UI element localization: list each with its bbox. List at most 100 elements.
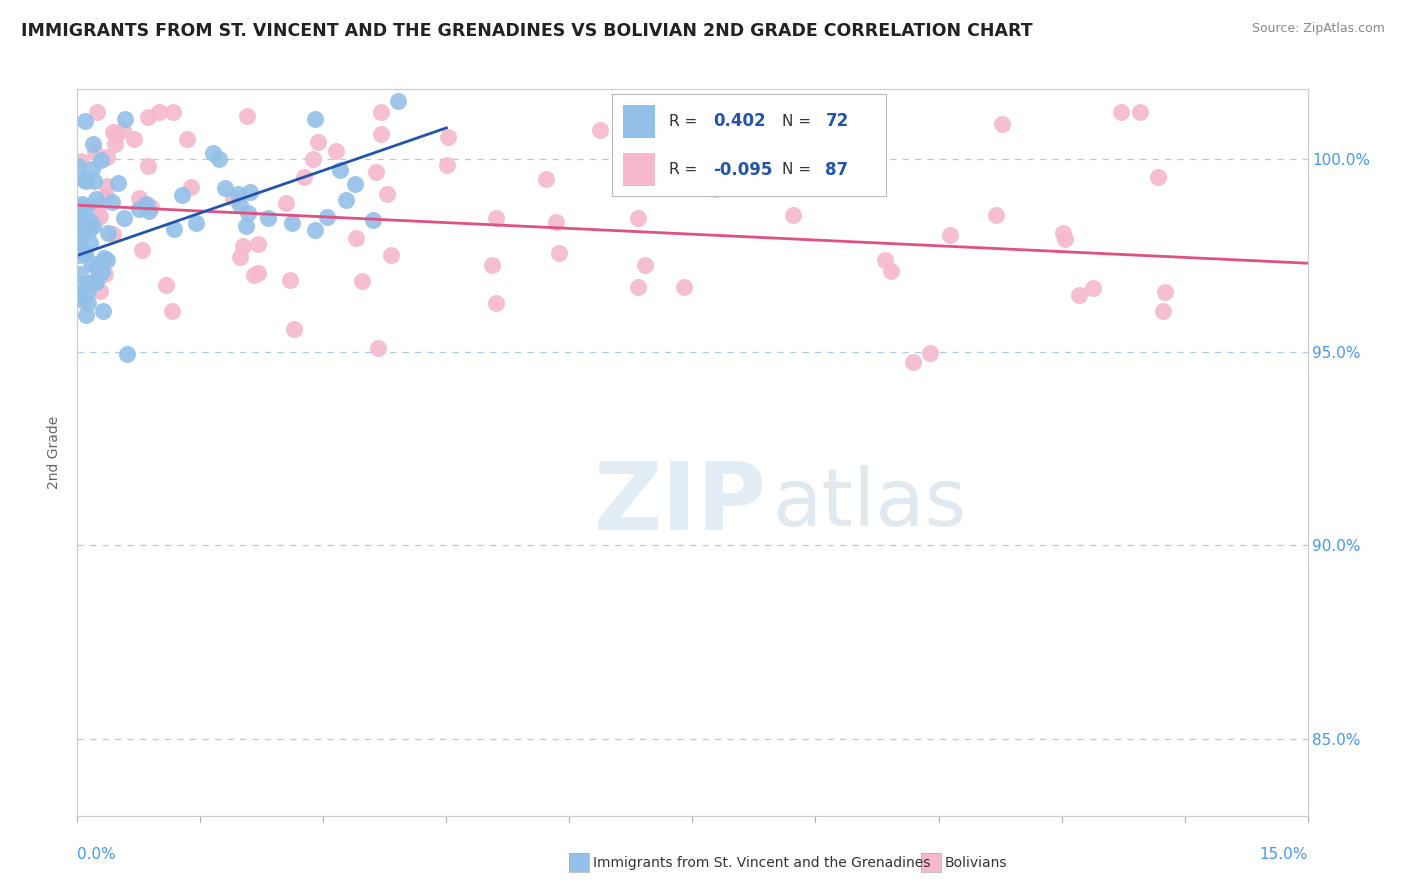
- Point: [370, 105, 392, 120]
- Text: N =: N =: [782, 114, 815, 128]
- Point: [67, 205, 90, 219]
- Point: [77, 284, 100, 298]
- Point: [316, 210, 339, 224]
- Point: [1147, 170, 1170, 185]
- Point: [1053, 232, 1076, 246]
- Point: [329, 163, 352, 178]
- Point: [80, 256, 103, 270]
- Point: [101, 125, 124, 139]
- Point: [77, 296, 100, 310]
- Point: [276, 195, 298, 210]
- Point: [75, 308, 97, 322]
- Text: Immigrants from St. Vincent and the Grenadines: Immigrants from St. Vincent and the Gren…: [593, 855, 931, 870]
- Point: [589, 123, 612, 137]
- Point: [485, 295, 508, 310]
- Point: [72, 219, 94, 234]
- Point: [77, 223, 100, 237]
- Point: [86, 275, 108, 289]
- Point: [67, 217, 90, 231]
- Point: [1109, 105, 1132, 120]
- Point: [89, 285, 111, 299]
- Point: [122, 132, 145, 146]
- Text: 72: 72: [825, 112, 849, 130]
- Point: [148, 105, 170, 120]
- Point: [114, 112, 136, 126]
- Point: [644, 154, 666, 169]
- Point: [302, 152, 325, 166]
- Point: [112, 211, 135, 225]
- Point: [304, 112, 326, 127]
- Point: [226, 186, 249, 201]
- Point: [101, 195, 124, 210]
- Point: [96, 178, 118, 193]
- Point: [93, 251, 115, 265]
- Point: [67, 247, 90, 261]
- Point: [101, 227, 124, 241]
- Point: [481, 258, 503, 272]
- Text: 87: 87: [825, 161, 849, 178]
- Point: [83, 174, 105, 188]
- Point: [1052, 226, 1074, 240]
- Point: [208, 152, 231, 166]
- Point: [436, 158, 458, 172]
- Point: [1152, 303, 1174, 318]
- Point: [163, 221, 186, 235]
- Point: [375, 187, 398, 202]
- Point: [361, 213, 384, 227]
- Point: [70, 154, 93, 169]
- Point: [67, 231, 90, 245]
- Point: [104, 136, 127, 151]
- Point: [89, 210, 111, 224]
- Point: [75, 173, 97, 187]
- Point: [184, 216, 207, 230]
- Point: [437, 130, 460, 145]
- Point: [236, 206, 259, 220]
- Point: [627, 211, 650, 226]
- Point: [256, 211, 278, 225]
- Point: [247, 266, 270, 280]
- Point: [235, 219, 257, 234]
- Point: [939, 227, 962, 242]
- Text: Bolivians: Bolivians: [945, 855, 1007, 870]
- Text: N =: N =: [782, 162, 815, 178]
- FancyBboxPatch shape: [623, 105, 655, 137]
- Point: [138, 204, 160, 219]
- Text: R =: R =: [669, 114, 703, 128]
- Point: [155, 278, 177, 293]
- Point: [107, 177, 129, 191]
- Point: [634, 258, 657, 272]
- Text: IMMIGRANTS FROM ST. VINCENT AND THE GRENADINES VS BOLIVIAN 2ND GRADE CORRELATION: IMMIGRANTS FROM ST. VINCENT AND THE GREN…: [21, 22, 1033, 40]
- Point: [131, 244, 153, 258]
- Point: [246, 237, 269, 252]
- Point: [82, 136, 104, 151]
- Point: [70, 244, 93, 259]
- Point: [873, 253, 896, 268]
- Point: [87, 198, 110, 212]
- Y-axis label: 2nd Grade: 2nd Grade: [48, 416, 62, 490]
- Text: -0.095: -0.095: [713, 161, 772, 178]
- Point: [141, 200, 163, 214]
- Point: [67, 288, 90, 302]
- Point: [84, 260, 107, 274]
- Point: [673, 280, 696, 294]
- Point: [75, 201, 97, 215]
- Point: [86, 105, 108, 120]
- Point: [135, 197, 157, 211]
- Point: [1154, 285, 1177, 300]
- Point: [307, 136, 329, 150]
- Point: [350, 274, 373, 288]
- Point: [73, 173, 96, 187]
- Text: 0.0%: 0.0%: [77, 847, 117, 862]
- Point: [367, 341, 389, 355]
- Point: [112, 123, 135, 137]
- Point: [97, 226, 120, 240]
- Point: [918, 346, 941, 360]
- Point: [232, 239, 254, 253]
- Point: [484, 211, 506, 225]
- Point: [880, 264, 903, 278]
- Point: [96, 252, 118, 267]
- Point: [201, 146, 224, 161]
- Point: [283, 322, 305, 336]
- Point: [82, 219, 104, 233]
- Point: [72, 294, 94, 309]
